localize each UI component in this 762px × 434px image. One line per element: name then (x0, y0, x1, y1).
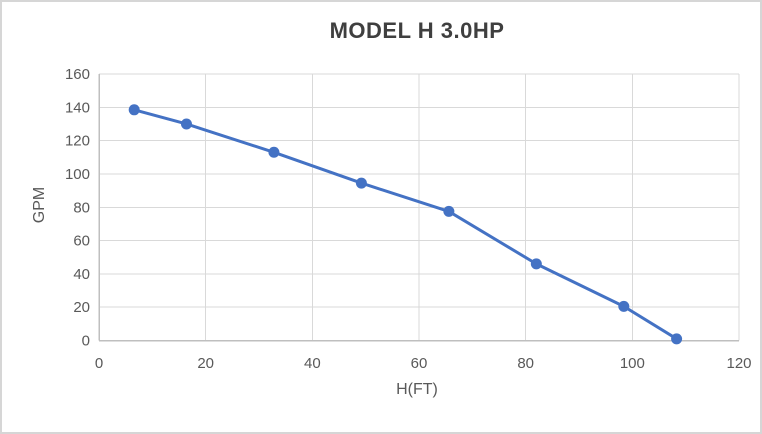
y-tick-label: 100 (65, 166, 90, 183)
y-tick-label: 20 (73, 299, 90, 316)
data-point-marker (618, 300, 630, 312)
x-tick-label: 20 (197, 355, 214, 372)
data-point-marker (180, 118, 192, 130)
y-tick-label: 140 (65, 99, 90, 116)
y-tick-label: 120 (65, 133, 90, 150)
x-tick-label: 100 (620, 355, 645, 372)
x-tick-label: 80 (517, 355, 534, 372)
x-axis-title: H(FT) (396, 381, 438, 398)
data-point-marker (443, 205, 455, 217)
data-point-marker (355, 177, 367, 189)
y-tick-label: 0 (82, 333, 90, 350)
data-point-marker (128, 104, 140, 116)
chart-title: MODEL H 3.0HP (329, 18, 505, 43)
series-line (132, 108, 679, 341)
x-tick-label: 120 (726, 355, 751, 372)
x-tick-label: 0 (95, 355, 103, 372)
y-tick-label: 80 (73, 199, 90, 216)
data-point-marker (530, 258, 542, 270)
data-point-marker (671, 333, 683, 345)
data-point-marker (268, 146, 280, 158)
y-tick-label: 60 (73, 233, 90, 250)
y-tick-label: 160 (65, 66, 90, 83)
x-tick-label: 40 (304, 355, 321, 372)
y-tick-label: 40 (73, 266, 90, 283)
x-tick-label: 60 (411, 355, 428, 372)
y-axis-title: GPM (31, 186, 48, 224)
